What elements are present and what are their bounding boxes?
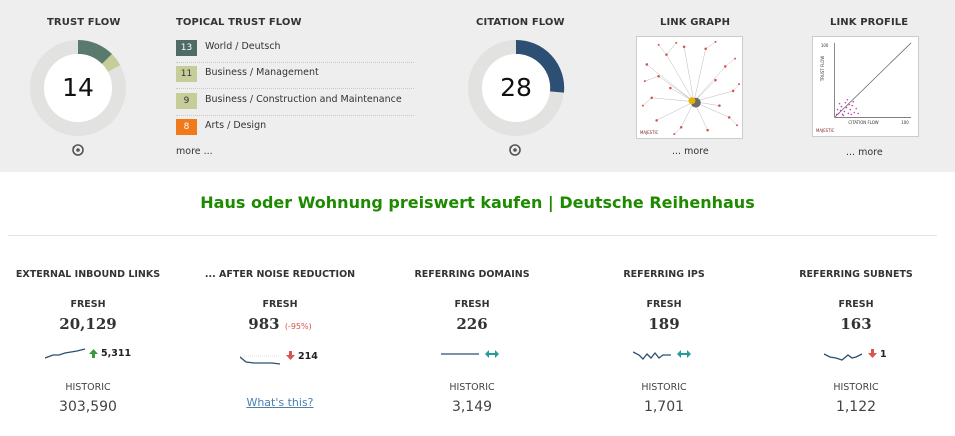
historic-label: HISTORIC [833,382,879,393]
trend-sparkline [240,355,280,365]
topical-item[interactable]: 9 Business / Construction and Maintenanc… [176,90,414,116]
fresh-label: FRESH [838,299,874,310]
topic-score-badge: 8 [176,119,197,135]
trust-flow-title: TRUST FLOW [47,17,121,28]
topical-item[interactable]: 13 World / Deutsch [176,37,414,63]
link-profile-y-max: 100 [821,43,829,48]
historic-value: 3,149 [451,399,493,415]
citation-flow-value: 28 [500,73,532,102]
fresh-label: FRESH [262,299,298,310]
metric-title: REFERRING DOMAINS [414,269,530,280]
metric-referring-domains: REFERRING DOMAINS FRESH 226 HISTORIC 3,1… [392,266,552,426]
link-profile-thumbnail[interactable]: TRUST FLOW CITATION FLOW 100 100 MAJESTI… [812,36,919,137]
metric-title: REFERRING SUBNETS [799,269,913,280]
link-profile-brand: MAJESTIC [816,128,835,133]
trust-flow-donut[interactable] [29,39,127,137]
history-icon[interactable] [509,144,521,156]
topic-label: Business / Management [205,67,319,78]
link-graph-brand: MAJESTIC [640,130,659,135]
fresh-label: FRESH [646,299,682,310]
delta-value: 1 [880,349,887,360]
metric-referring-subnets: REFERRING SUBNETS FRESH 163 1 HISTORIC 1… [776,266,936,426]
metric-after-noise-reduction: ... AFTER NOISE REDUCTION FRESH 983 (-95… [200,266,360,426]
historic-value: 1,701 [643,399,685,415]
link-graph-title: LINK GRAPH [660,17,731,28]
metric-external-inbound-links: EXTERNAL INBOUND LINKS FRESH 20,129 5,31… [8,266,168,426]
fresh-value: 226 [456,315,488,333]
citation-flow-donut[interactable] [467,39,565,137]
link-profile-title: LINK PROFILE [830,17,909,28]
arrow-flat-icon [677,350,691,358]
noise-percent: (-95%) [284,322,312,331]
metric-referring-ips: REFERRING IPS FRESH 189 HISTORIC 1,701 [584,266,744,426]
topic-score-badge: 9 [176,93,197,109]
metric-title: REFERRING IPS [623,269,705,280]
topic-score-badge: 13 [176,40,197,56]
topic-label: World / Deutsch [205,41,281,52]
topical-item[interactable]: 11 Business / Management [176,63,414,89]
delta-value: 214 [298,351,318,362]
trust-flow-value: 14 [62,73,94,102]
arrow-flat-icon [485,350,499,358]
topic-score-badge: 11 [176,66,197,82]
metric-title: EXTERNAL INBOUND LINKS [15,269,161,280]
link-profile-x-axis-label: CITATION FLOW [848,120,878,125]
fresh-value: 983 [248,315,280,333]
fresh-value: 20,129 [59,315,117,333]
trend-sparkline [824,353,863,361]
historic-value: 1,122 [835,399,877,415]
historic-value: 303,590 [59,399,117,415]
trend-sparkline [441,353,479,355]
topical-item[interactable]: 8 Arts / Design [176,116,414,142]
topic-label: Business / Construction and Maintenance [205,94,402,105]
fresh-label: FRESH [70,299,106,310]
arrow-down-icon [286,351,295,360]
fresh-value: 189 [648,315,680,333]
historic-label: HISTORIC [65,382,111,393]
trend-sparkline [633,351,671,360]
topic-label: Arts / Design [205,120,267,131]
citation-flow-title: CITATION FLOW [476,17,565,28]
delta-value: 5,311 [101,348,132,359]
historic-label: HISTORIC [449,382,495,393]
link-profile-x-max: 100 [901,120,909,125]
arrow-up-icon [89,349,98,358]
link-graph-thumbnail[interactable]: MAJESTIC [636,36,743,139]
arrow-down-icon [868,349,877,358]
historic-label: HISTORIC [641,382,687,393]
metric-title: ... AFTER NOISE REDUCTION [204,269,356,280]
whats-this-link[interactable]: What's this? [246,396,314,409]
fresh-value-row: 983 (-95%) [200,315,360,333]
topical-more-link[interactable]: more ... [176,146,213,157]
metrics-summary-panel: TRUST FLOW 14 TOPICAL TRUST FLOW 13 Worl… [0,0,955,172]
topical-trust-flow-title: TOPICAL TRUST FLOW [176,17,302,28]
fresh-value: 163 [840,315,872,333]
fresh-label: FRESH [454,299,490,310]
history-icon[interactable] [72,144,84,156]
link-profile-more-link[interactable]: ... more [846,147,883,158]
divider [8,235,937,236]
link-graph-more-link[interactable]: ... more [672,146,709,157]
link-profile-y-axis-label: TRUST FLOW [820,56,825,82]
trend-sparkline [45,348,86,359]
page-title: Haus oder Wohnung preiswert kaufen | Deu… [200,193,755,212]
